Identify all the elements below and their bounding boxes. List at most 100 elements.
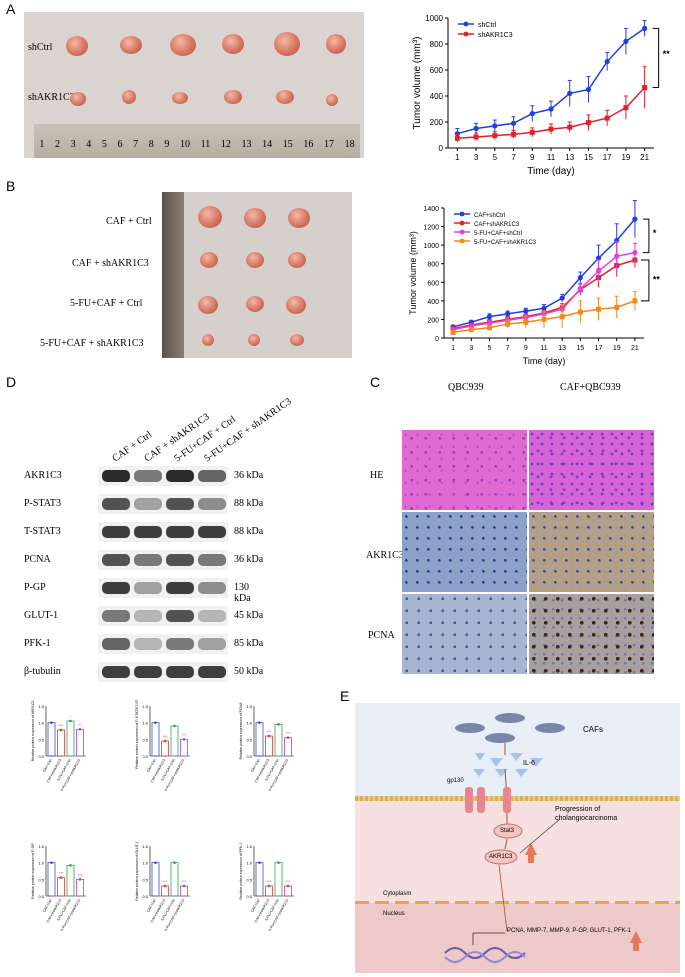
blot-band xyxy=(134,470,162,482)
y-tick-label: 1.0 xyxy=(38,721,44,726)
x-tick-label: 19 xyxy=(621,153,630,162)
panel-label-a: A xyxy=(6,1,16,17)
bar-point xyxy=(182,738,186,741)
protein-label: T-STAT3 xyxy=(24,526,61,537)
tumor xyxy=(198,206,222,228)
x-tick-label: 21 xyxy=(631,345,639,352)
data-point xyxy=(505,321,511,327)
ruler-number: 10 xyxy=(179,139,190,150)
bar-point xyxy=(267,734,271,738)
data-point xyxy=(559,314,565,320)
nucleus-area xyxy=(355,903,680,973)
ruler xyxy=(162,192,184,358)
tumor xyxy=(326,94,338,106)
x-tick-label: 13 xyxy=(558,345,566,352)
blot-band xyxy=(198,470,226,482)
bar-chart-grid: 0.0 0.5 1.0 1.5 Relative protein expression … xyxy=(20,700,340,975)
tumor-photo-b xyxy=(162,192,352,358)
x-tick-label: 19 xyxy=(613,345,621,352)
data-point xyxy=(541,305,547,311)
ihc-pcna-caf-qbc939 xyxy=(529,594,654,674)
caf-cell xyxy=(495,713,525,723)
tumor xyxy=(248,334,260,346)
x-tick-label: 1 xyxy=(455,153,460,162)
bar xyxy=(161,885,169,897)
legend-label: shCtrl xyxy=(478,22,497,29)
legend-label: CAF+shAKR1C3 xyxy=(474,222,520,228)
y-tick-label: 1400 xyxy=(423,206,439,213)
y-axis-label: Relative protein expression of PCNA xyxy=(239,702,243,759)
y-tick-label: 0.5 xyxy=(246,877,252,882)
legend-marker xyxy=(459,211,465,217)
panel-label-d: D xyxy=(6,374,17,390)
category-label: CAF+Ctrl xyxy=(146,898,157,913)
x-tick-label: 21 xyxy=(640,153,649,162)
y-tick-label: 1000 xyxy=(425,14,443,23)
x-tick-label: 5 xyxy=(488,345,492,352)
data-point xyxy=(548,106,554,112)
tumor xyxy=(224,90,242,104)
data-point xyxy=(567,124,573,130)
y-tick-label: 1.0 xyxy=(38,861,44,866)
tumor xyxy=(326,34,346,54)
ihc-he-qbc939 xyxy=(402,430,527,510)
bar-point xyxy=(50,861,53,864)
kda-label: 88 kDa xyxy=(234,526,264,537)
bar-point xyxy=(286,736,290,739)
bar xyxy=(151,722,160,757)
y-tick-label: 0.0 xyxy=(142,894,148,899)
ruler-number: 11 xyxy=(200,139,211,150)
bar xyxy=(76,878,84,897)
x-tick-label: 9 xyxy=(524,345,528,352)
bar-point xyxy=(277,723,280,726)
blot-band xyxy=(134,582,162,594)
data-point xyxy=(548,126,554,132)
blot-band xyxy=(198,498,226,510)
category-label: CAF+Ctrl xyxy=(250,898,261,913)
ruler-number: 2 xyxy=(54,139,60,150)
row-label-shakr1c3: shAKR1C3 xyxy=(28,92,75,103)
blot-band xyxy=(134,610,162,622)
bar xyxy=(170,725,179,757)
data-point xyxy=(614,304,620,310)
bar-point xyxy=(258,861,261,864)
protein-label: P-STAT3 xyxy=(24,498,61,509)
significance-label: *** xyxy=(286,731,291,736)
x-axis-label: Time (day) xyxy=(527,166,574,177)
legend-label: shAKR1C3 xyxy=(478,32,513,39)
tumor xyxy=(66,36,88,56)
data-point xyxy=(585,86,592,93)
data-point xyxy=(577,309,583,315)
y-axis-label: Relative protein expression of PFK-1 xyxy=(239,842,243,899)
legend-marker xyxy=(459,238,465,244)
col-label-qbc939: QBC939 xyxy=(448,382,484,393)
blot-band xyxy=(134,638,162,650)
row-label-shctrl: shCtrl xyxy=(28,42,53,53)
data-point xyxy=(486,314,493,320)
y-tick-label: 200 xyxy=(430,118,444,127)
data-point xyxy=(577,275,583,281)
gp130-label: gp130 xyxy=(447,778,464,784)
data-point xyxy=(567,90,573,96)
col-label-caf-qbc939: CAF+QBC939 xyxy=(560,382,621,393)
significance-label: ** xyxy=(78,722,82,727)
bar xyxy=(47,722,56,757)
progression-label: Progression of cholangiocarcinoma xyxy=(555,806,618,822)
nuclear-membrane xyxy=(355,901,680,904)
data-point xyxy=(492,133,498,139)
caf-cell xyxy=(485,733,515,743)
tumor xyxy=(246,252,264,268)
bar xyxy=(274,862,283,897)
data-point xyxy=(541,316,547,322)
data-point xyxy=(604,58,610,65)
ihc-akr1c3-caf-qbc939 xyxy=(529,512,654,592)
tumor xyxy=(288,208,310,228)
tumor xyxy=(286,296,306,314)
data-point xyxy=(604,115,610,121)
y-tick-label: 0.5 xyxy=(142,737,148,742)
y-tick-label: 1.5 xyxy=(38,704,44,709)
bar xyxy=(161,740,169,757)
